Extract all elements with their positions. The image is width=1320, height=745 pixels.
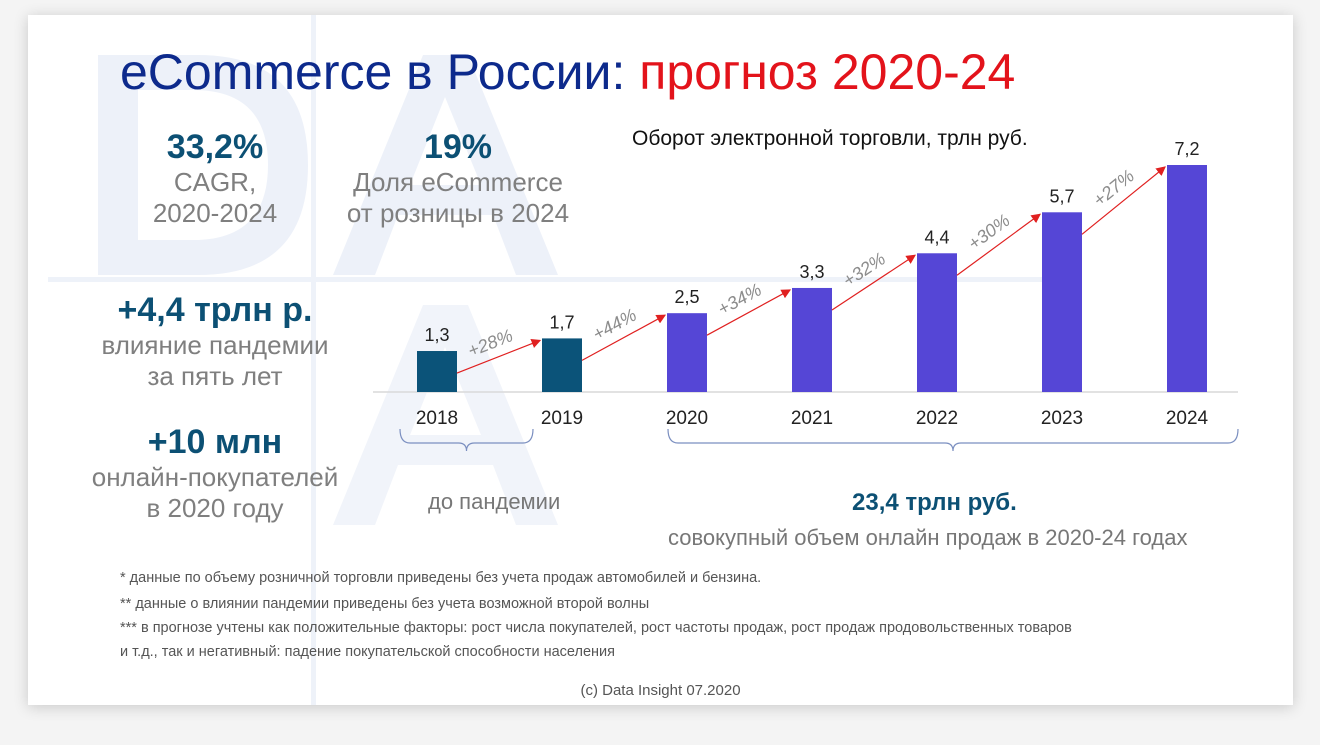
kpi-cagr: 33,2% CAGR, 2020-2024 — [115, 127, 315, 229]
growth-label: +28% — [465, 325, 516, 361]
value-label: 5,7 — [1049, 186, 1074, 206]
chart-title: Оборот электронной торговли, трлн руб. — [632, 127, 1028, 150]
kpi-desc: 2020-2024 — [152, 198, 278, 228]
x-tick-label: 2019 — [541, 408, 583, 429]
page-title: eCommerce в России: прогноз 2020-24 — [120, 43, 1015, 101]
group-label-pre-pandemic: до пандемии — [428, 489, 561, 514]
bar-chart: 1,3 2018 1,7 2019 2,5 2020 3,3 2021 4,4 2022 5,7 20… — [373, 139, 1239, 452]
bar-2023 — [1042, 212, 1082, 392]
x-tick-label: 2024 — [1166, 408, 1209, 429]
kpi-desc: в 2020 году — [146, 493, 284, 523]
kpi-value: 19% — [423, 128, 493, 166]
kpi-desc: за пять лет — [147, 361, 283, 391]
x-tick-label: 2020 — [666, 408, 708, 429]
growth-arrow — [581, 314, 667, 361]
growth-label: +34% — [714, 279, 764, 319]
value-label: 1,3 — [424, 325, 449, 345]
bar-2018 — [417, 351, 457, 392]
watermark-letter-a2 — [333, 305, 558, 525]
x-tick-label: 2022 — [916, 408, 958, 429]
kpi-desc: от розницы в 2024 — [346, 198, 570, 228]
copyright: (c) Data Insight 07.2020 — [580, 682, 741, 699]
bar-2024 — [1167, 165, 1207, 392]
title-main: eCommerce в России: — [120, 44, 626, 100]
growth-label: +27% — [1089, 166, 1138, 211]
watermark-line — [311, 15, 316, 705]
growth-arrow — [831, 254, 917, 311]
growth-arrow — [956, 213, 1041, 276]
bar-2019 — [542, 338, 582, 392]
footnote: ** данные о влиянии пандемии приведены б… — [120, 596, 650, 612]
value-label: 3,3 — [799, 262, 824, 282]
x-tick-label: 2023 — [1041, 408, 1083, 429]
growth-arrow — [1081, 166, 1166, 235]
bar-2022 — [917, 253, 957, 392]
growth-label: +30% — [964, 210, 1013, 254]
growth-arrow — [706, 289, 792, 336]
group-label-forecast: совокупный объем онлайн продаж в 2020-24… — [668, 525, 1188, 550]
group-total: 23,4 трлн руб. — [852, 489, 1017, 516]
value-label: 7,2 — [1174, 139, 1199, 159]
kpi-desc: CAGR, — [173, 167, 257, 197]
kpi-value: +4,4 трлн р. — [117, 291, 313, 329]
growth-arrow — [456, 339, 542, 374]
value-label: 4,4 — [924, 227, 949, 247]
slide: eCommerce в России: прогноз 2020-24 33,2… — [28, 15, 1293, 705]
bar-2020 — [667, 313, 707, 392]
watermark-line — [48, 277, 1048, 282]
watermark-letter-a — [333, 55, 558, 275]
value-label: 1,7 — [549, 312, 574, 332]
kpi-desc: Доля eCommerce — [353, 167, 563, 197]
x-tick-label: 2018 — [416, 408, 458, 429]
kpi-value: +10 млн — [147, 423, 283, 461]
title-highlight: прогноз 2020-24 — [639, 44, 1016, 100]
brace-pre-pandemic — [399, 428, 534, 452]
watermark-logo — [48, 15, 1048, 705]
kpi-value: 33,2% — [166, 128, 264, 166]
watermark-letter-d — [98, 55, 308, 275]
growth-label: +32% — [839, 248, 889, 290]
kpi-desc: влияние пандемии — [101, 330, 329, 360]
brace-forecast — [667, 428, 1239, 452]
kpi-buyers: +10 млн онлайн-покупателей в 2020 году — [80, 422, 350, 524]
footnote: *** в прогнозе учтены как положительные … — [120, 620, 1072, 636]
bar-2021 — [792, 287, 832, 392]
kpi-share: 19% Доля eCommerce от розницы в 2024 — [328, 127, 588, 229]
footnote: и т.д., так и негативный: падение покупа… — [120, 644, 615, 660]
value-label: 2,5 — [674, 287, 699, 307]
footnote: * данные по объему розничной торговли пр… — [120, 570, 762, 586]
kpi-desc: онлайн-покупателей — [91, 462, 339, 492]
growth-label: +44% — [589, 305, 639, 345]
x-tick-label: 2021 — [791, 408, 833, 429]
kpi-pandemic: +4,4 трлн р. влияние пандемии за пять ле… — [80, 290, 350, 392]
